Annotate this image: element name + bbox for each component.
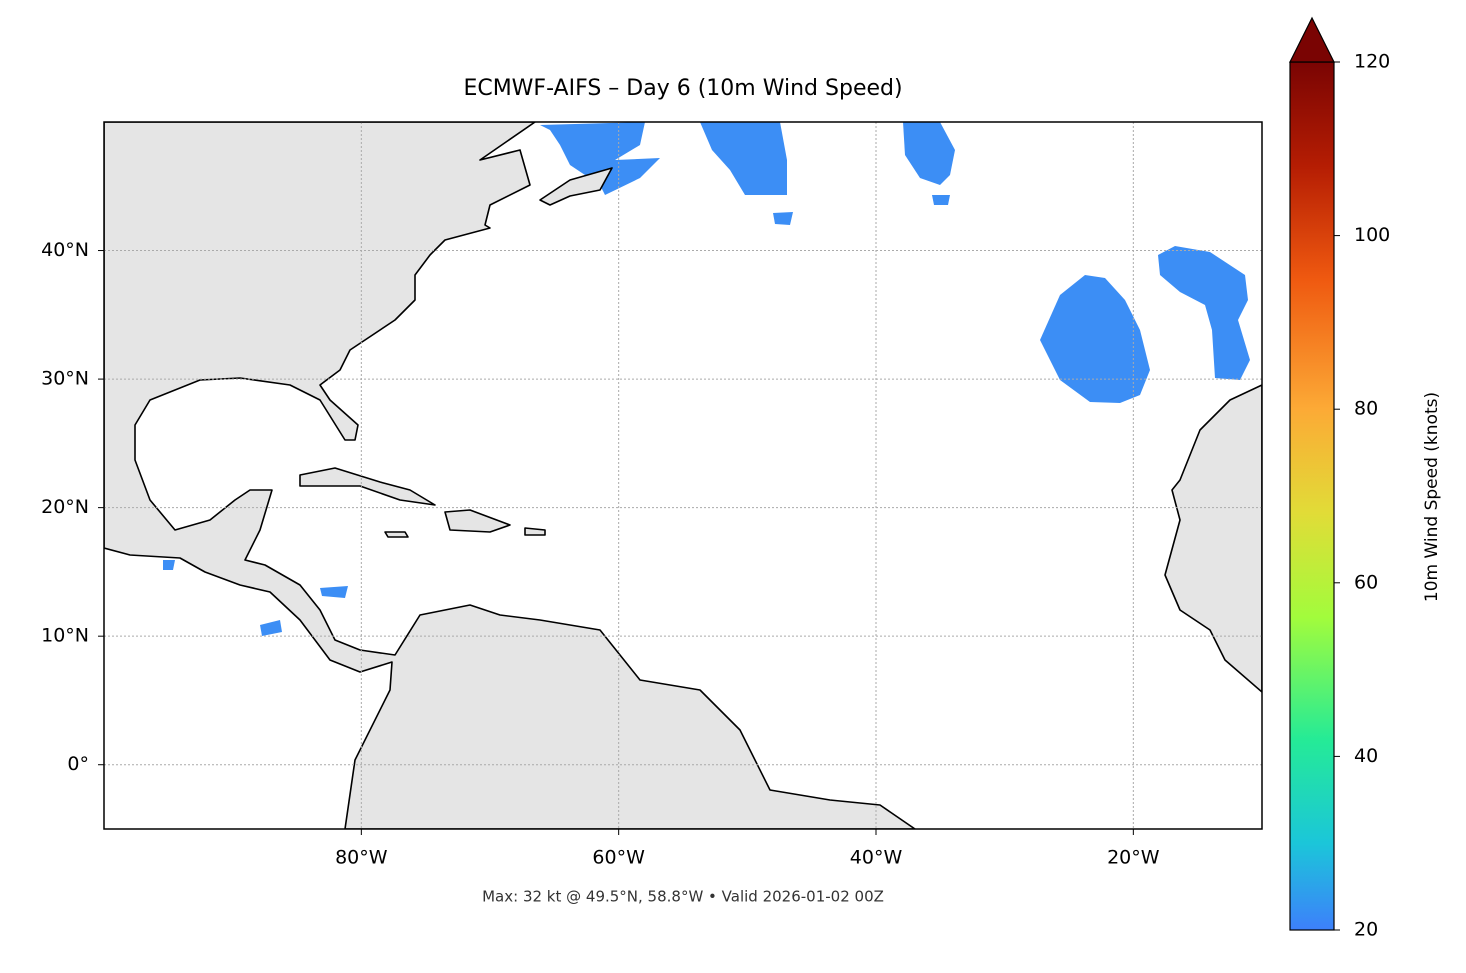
wind-area [1040, 275, 1150, 403]
x-tick-label: 20°W [1107, 847, 1160, 869]
footnote: Max: 32 kt @ 49.5°N, 58.8°W • Valid 2026… [482, 888, 884, 906]
x-tick-label: 40°W [850, 847, 903, 869]
colorbar-tick-label: 120 [1354, 51, 1390, 73]
map-area [104, 122, 1262, 829]
x-tick-label: 60°W [592, 847, 645, 869]
y-tick-label: 20°N [41, 496, 89, 518]
colorbar-tick-label: 80 [1354, 398, 1378, 420]
colorbar-tick-label: 60 [1354, 571, 1378, 593]
y-tick-label: 30°N [41, 368, 89, 390]
colorbar-extend [1289, 16, 1335, 63]
x-tick-label: 80°W [335, 847, 388, 869]
wind-area [260, 620, 282, 636]
map-frame [103, 121, 1263, 830]
y-tick-label: 10°N [41, 625, 89, 647]
colorbar [1289, 61, 1335, 931]
wind-area [773, 212, 793, 225]
jamaica [384, 531, 409, 538]
map-title: ECMWF-AIFS – Day 6 (10m Wind Speed) [463, 76, 902, 101]
hispaniola [444, 509, 511, 533]
newfoundland [539, 167, 613, 206]
y-tick-label: 0° [67, 753, 89, 775]
wind-area [700, 122, 787, 195]
africa [1164, 384, 1262, 693]
cuba [299, 467, 436, 506]
puerto-rico [524, 527, 546, 536]
colorbar-label: 10m Wind Speed (knots) [1422, 392, 1442, 602]
wind-area [903, 122, 955, 185]
wind-field [163, 122, 1250, 636]
colorbar-tick-label: 40 [1354, 745, 1378, 767]
wind-area [932, 195, 950, 205]
wind-area [163, 560, 175, 570]
americas [104, 122, 916, 829]
wind-area [1158, 246, 1250, 380]
y-tick-label: 40°N [41, 239, 89, 261]
colorbar-tick-label: 20 [1354, 919, 1378, 941]
land [104, 122, 1262, 829]
colorbar-tick-label: 100 [1354, 224, 1390, 246]
wind-area [540, 122, 660, 195]
wind-area [320, 586, 348, 598]
